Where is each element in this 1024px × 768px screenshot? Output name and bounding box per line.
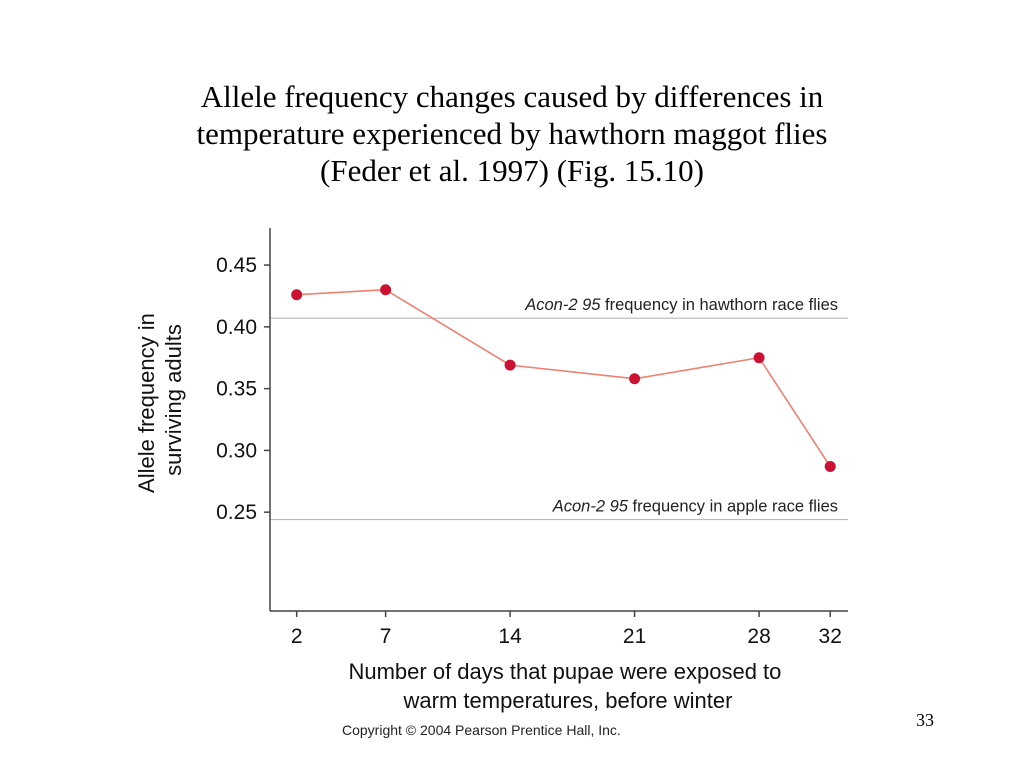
series-line-0 — [296, 288, 831, 467]
reference-line-label-text-1: frequency in apple race flies — [628, 498, 838, 516]
x-axis-label-line-2: warm temperatures, before winter — [403, 688, 733, 713]
reference-lines: Acon-2 95 frequency in hawthorn race fli… — [270, 296, 848, 521]
data-point-2 — [504, 359, 516, 371]
data-point-1 — [380, 284, 392, 296]
slide-title-line-3: (Feder et al. 1997) (Fig. 15.10) — [320, 153, 704, 188]
data-series — [291, 284, 836, 472]
data-point-3 — [629, 373, 641, 385]
x-tick-label-2: 14 — [498, 625, 522, 648]
x-axis-label: Number of days that pupae were exposed t… — [348, 659, 787, 713]
y-tick-label-0: 0.25 — [216, 501, 257, 524]
y-axis-label: Allele frequency in surviving adults — [134, 307, 186, 493]
y-tick-label-3: 0.40 — [216, 316, 257, 339]
reference-line-label-italic-0: Acon-2 95 — [524, 296, 601, 314]
reference-line-label-italic-1: Acon-2 95 — [552, 498, 629, 516]
x-tick-label-0: 2 — [291, 625, 303, 648]
reference-line-label-1: Acon-2 95 frequency in apple race flies — [552, 498, 838, 516]
page-number: 33 — [916, 710, 934, 730]
y-tick-label-2: 0.35 — [216, 378, 257, 401]
slide-title-line-2: temperature experienced by hawthorn magg… — [196, 116, 828, 151]
slide-title-line-1: Allele frequency changes caused by diffe… — [200, 79, 824, 114]
y-tick-label-1: 0.30 — [216, 439, 257, 462]
data-point-5 — [824, 460, 836, 472]
axes: 0.25 0.30 0.35 0.40 0.45 2 7 14 21 28 32 — [216, 228, 848, 648]
x-tick-label-4: 28 — [747, 625, 770, 648]
slide-title: Allele frequency changes caused by diffe… — [112, 78, 912, 189]
x-tick-label-1: 7 — [380, 625, 392, 648]
reference-line-label-0: Acon-2 95 frequency in hawthorn race fli… — [524, 296, 838, 314]
x-axis-label-line-1: Number of days that pupae were exposed t… — [348, 659, 781, 684]
x-tick-label-5: 32 — [819, 625, 842, 648]
reference-line-label-text-0: frequency in hawthorn race flies — [600, 296, 838, 314]
data-point-4 — [753, 352, 765, 364]
y-axis-label-line-2: surviving adults — [161, 324, 186, 476]
y-axis-label-line-1: Allele frequency in — [134, 313, 159, 493]
copyright-notice: Copyright © 2004 Pearson Prentice Hall, … — [342, 722, 621, 738]
y-tick-label-4: 0.45 — [216, 254, 257, 277]
x-tick-label-3: 21 — [623, 625, 646, 648]
data-point-0 — [291, 289, 303, 301]
